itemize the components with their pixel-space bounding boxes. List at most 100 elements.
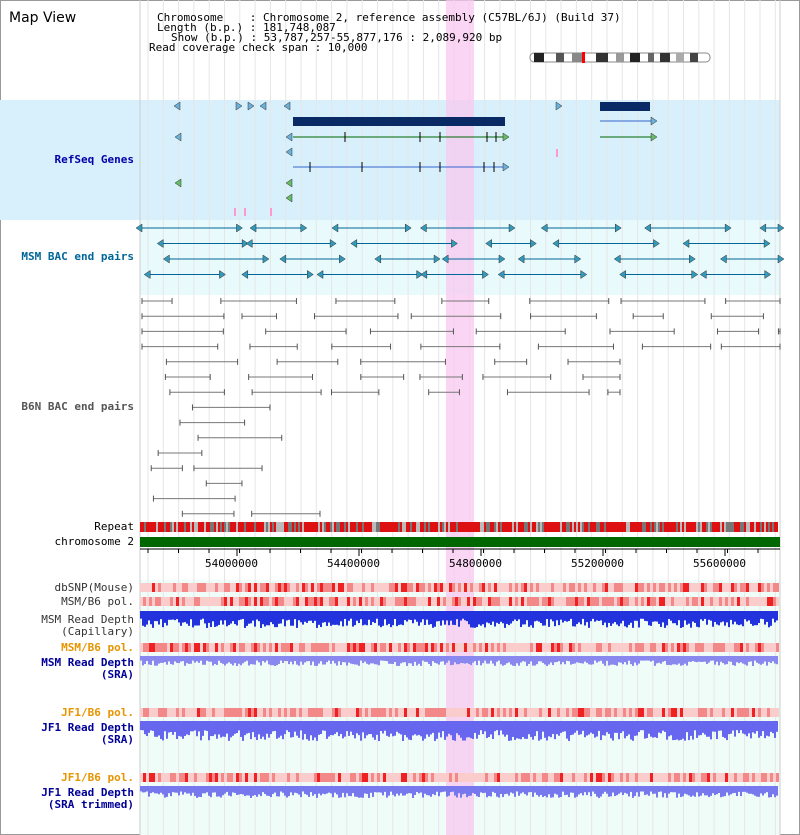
msm-bac-track[interactable] [135, 223, 785, 279]
depth-bar [600, 656, 602, 661]
refseq-exon-marker [173, 101, 181, 111]
depth-bar [338, 786, 340, 798]
depth-bar [280, 611, 282, 624]
depth-bar [370, 656, 372, 664]
depth-bar [414, 656, 416, 662]
depth-bar [384, 656, 386, 661]
depth-bar [486, 721, 488, 739]
depth-bar [366, 786, 368, 794]
repeat-track[interactable] [140, 522, 778, 532]
repeat-segment [346, 522, 348, 532]
repeat-segment [390, 522, 392, 532]
depth-bar [200, 721, 202, 741]
depth-bar [214, 786, 216, 793]
pol-cell [677, 773, 680, 782]
repeat-segment [396, 522, 398, 532]
pol-cell [257, 597, 260, 606]
msm-bac-label[interactable]: MSM BAC end pairs [21, 250, 134, 263]
pol-cell [653, 773, 656, 782]
pol-cell [497, 773, 500, 782]
repeat-segment [520, 522, 522, 532]
repeat-segment [538, 522, 540, 532]
depth-bar [688, 611, 690, 624]
pol-cell [704, 583, 707, 592]
repeat-segment [516, 522, 518, 532]
depth-bar [736, 656, 738, 663]
refseq-label[interactable]: RefSeq Genes [54, 153, 134, 166]
pol-cell [404, 643, 407, 652]
pol-cell [641, 643, 644, 652]
depth-bar [184, 721, 186, 737]
depth-bar [566, 611, 568, 622]
pol-cell [266, 597, 269, 606]
depth-bar [630, 721, 632, 740]
pol-cell [392, 583, 395, 592]
depth-bar [422, 611, 424, 620]
repeat-segment [488, 522, 490, 532]
depth-bar [584, 656, 586, 662]
pol-cell [587, 643, 590, 652]
pol-cell [359, 643, 362, 652]
depth-bar [742, 721, 744, 734]
refseq-genes-track[interactable] [173, 101, 658, 216]
depth-bar [202, 656, 204, 665]
msm-bac-pair-end [644, 223, 651, 233]
depth-bar [580, 721, 582, 735]
depth-bar [698, 611, 700, 628]
pol-cell [302, 708, 305, 717]
depth-bar [390, 786, 392, 792]
depth-bar [334, 656, 336, 664]
depth-bar [516, 656, 518, 664]
depth-bar [622, 656, 624, 665]
pol-cell [191, 643, 194, 652]
repeat-segment [696, 522, 698, 532]
depth-bar [580, 656, 582, 664]
pol-cell [332, 708, 335, 717]
depth-bar [250, 786, 252, 798]
b6n-bac-label[interactable]: B6N BAC end pairs [21, 400, 134, 413]
depth-bar [192, 786, 194, 793]
repeat-segment [350, 522, 352, 532]
refseq-exon-marker [247, 101, 255, 111]
chromosome-ideogram[interactable] [529, 52, 711, 63]
pol-cell [749, 583, 752, 592]
refseq-exon-marker [283, 101, 291, 111]
depth-bar [536, 721, 538, 732]
pol-cell [269, 708, 272, 717]
depth-bar [758, 656, 760, 664]
pol-cell [545, 583, 548, 592]
depth-bar [664, 656, 666, 661]
depth-bar [554, 786, 556, 794]
depth-bar [160, 786, 162, 793]
depth-bar [766, 721, 768, 736]
pol-cell [248, 643, 251, 652]
polymorphism-tracks[interactable] [140, 583, 779, 782]
pol-cell [605, 773, 608, 782]
depth-bar [478, 786, 480, 797]
repeat-segment [298, 522, 300, 532]
pol-cell [359, 597, 362, 606]
depth-bar [384, 721, 386, 731]
depth-bar [336, 656, 338, 666]
repeat-segment [166, 522, 168, 532]
depth-bar [452, 721, 454, 741]
repeat-segment [532, 522, 534, 532]
depth-bar [726, 611, 728, 623]
read-depth-tracks[interactable] [140, 611, 778, 798]
depth-bar [336, 786, 338, 795]
pol-cell [323, 583, 326, 592]
pol-cell [314, 773, 317, 782]
pol-cell [272, 708, 275, 717]
depth-bar [352, 611, 354, 627]
pol-cell [344, 583, 347, 592]
b6n-bac-track[interactable] [141, 298, 781, 517]
depth-bar [388, 611, 390, 624]
pol-cell [641, 708, 644, 717]
depth-bar [326, 611, 328, 626]
selection-highlight[interactable] [446, 0, 474, 835]
pol-cell [275, 643, 278, 652]
pol-cell [239, 583, 242, 592]
depth-bar [444, 611, 446, 625]
depth-bar [442, 786, 444, 792]
msm-bac-pair-end [300, 223, 308, 233]
